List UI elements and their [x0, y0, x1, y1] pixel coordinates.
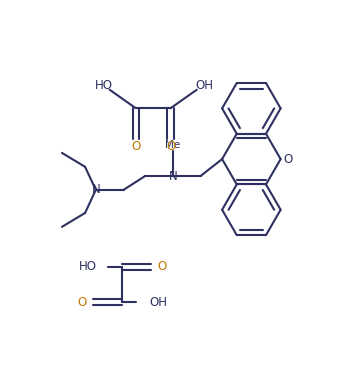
Text: N: N — [168, 170, 177, 182]
Text: Me: Me — [165, 140, 180, 150]
Text: O: O — [131, 140, 140, 153]
Text: HO: HO — [95, 79, 113, 92]
Text: N: N — [91, 183, 100, 196]
Text: O: O — [284, 153, 293, 165]
Text: HO: HO — [79, 260, 97, 273]
Text: OH: OH — [196, 79, 214, 92]
Text: O: O — [157, 260, 167, 273]
Text: O: O — [166, 140, 175, 153]
Text: OH: OH — [150, 296, 168, 309]
Text: O: O — [77, 296, 86, 309]
